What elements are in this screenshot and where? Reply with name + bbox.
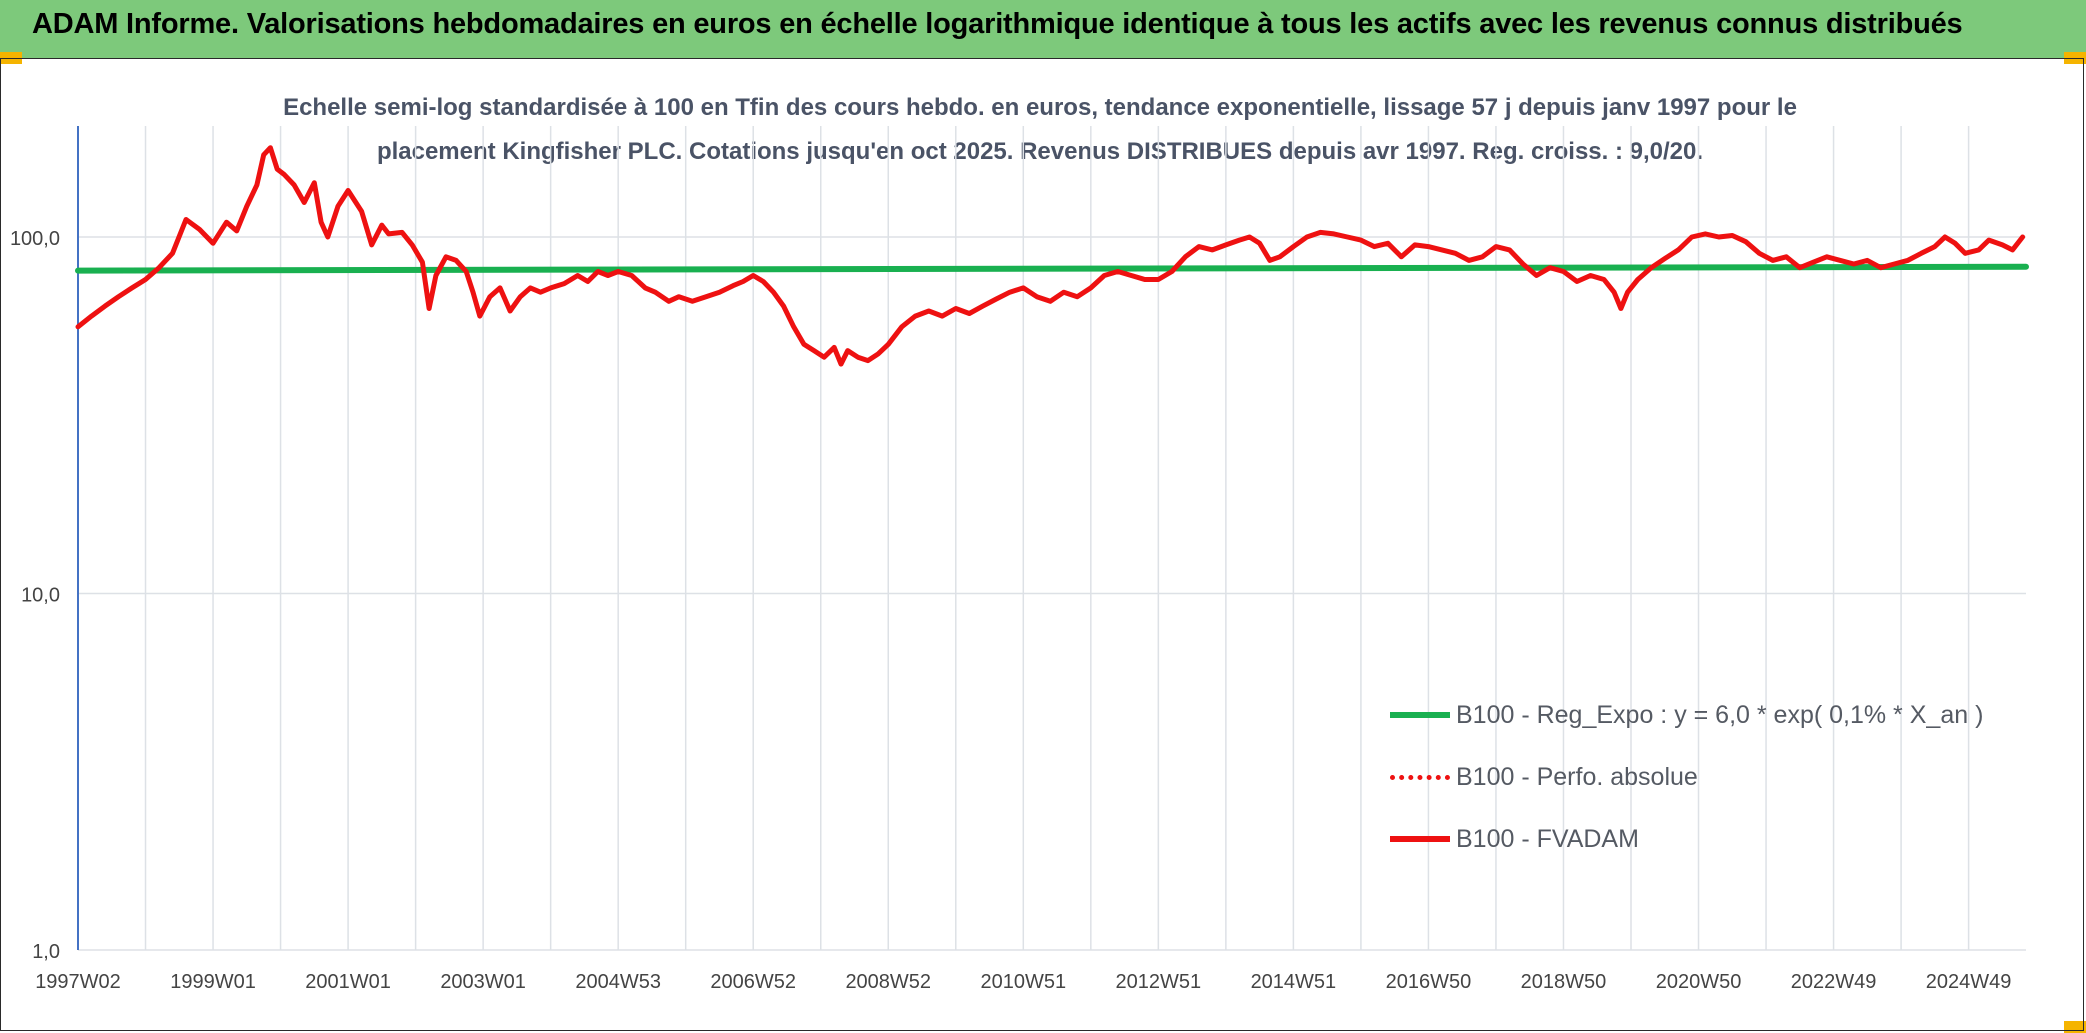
x-tick-label: 2003W01 — [440, 971, 526, 993]
legend-label-regression: B100 - Reg_Expo : y = 6,0 * exp( 0,1% * … — [1456, 700, 1984, 729]
legend-item-perfo: B100 - Perfo. absolue — [1390, 746, 1983, 808]
legend-swatch-green — [1390, 712, 1450, 718]
chart-title: Echelle semi-log standardisée à 100 en T… — [230, 86, 1850, 174]
legend-item-fvadam: B100 - FVADAM — [1390, 808, 1983, 870]
x-tick-label: 2014W51 — [1251, 971, 1337, 993]
y-tick-label: 1,0 — [32, 941, 60, 963]
tick-label-layer: 100,0 10,0 1,0 1997W02 1999W01 2001W01 2003W01… — [10, 228, 2011, 993]
x-tick-label: 2004W53 — [575, 971, 661, 993]
chart-legend: B100 - Reg_Expo : y = 6,0 * exp( 0,1% * … — [1390, 684, 1983, 870]
series-layer — [75, 145, 2029, 367]
chart-title-line-2: placement Kingfisher PLC. Cotations jusq… — [376, 138, 1704, 165]
grid-layer — [77, 126, 2026, 951]
x-tick-label: 2016W50 — [1386, 971, 1472, 993]
y-tick-label: 100,0 — [10, 228, 60, 250]
series-fvadam-line — [75, 145, 2026, 367]
x-tick-label: 2024W49 — [1926, 971, 2012, 993]
y-tick-label: 10,0 — [21, 585, 60, 607]
x-tick-label: 2010W51 — [980, 971, 1066, 993]
x-tick-label: 2012W51 — [1116, 971, 1202, 993]
chart-frame — [0, 58, 2084, 1031]
x-tick-label: 2006W52 — [710, 971, 796, 993]
legend-item-regression: B100 - Reg_Expo : y = 6,0 * exp( 0,1% * … — [1390, 684, 1983, 746]
x-tick-label: 2001W01 — [305, 971, 391, 993]
x-tick-label: 2020W50 — [1656, 971, 1742, 993]
legend-swatch-red-dotted — [1390, 774, 1450, 780]
report-banner: ADAM Informe. Valorisations hebdomadaire… — [0, 0, 2086, 58]
x-tick-label: 2022W49 — [1791, 971, 1877, 993]
legend-label-perfo: B100 - Perfo. absolue — [1456, 762, 1698, 791]
x-tick-label: 1997W02 — [35, 971, 121, 993]
series-regression-line — [75, 263, 2029, 274]
report-title: ADAM Informe. Valorisations hebdomadaire… — [32, 8, 1963, 40]
x-tick-label: 2008W52 — [845, 971, 931, 993]
legend-label-fvadam: B100 - FVADAM — [1456, 824, 1639, 853]
legend-swatch-red — [1390, 836, 1450, 842]
x-tick-label: 2018W50 — [1521, 971, 1607, 993]
chart-title-line-1: Echelle semi-log standardisée à 100 en T… — [283, 94, 1797, 121]
x-tick-label: 1999W01 — [170, 971, 256, 993]
